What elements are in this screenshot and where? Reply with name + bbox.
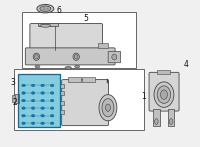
Circle shape [41, 92, 44, 94]
Ellipse shape [154, 82, 174, 107]
Bar [22, 12, 136, 68]
Circle shape [31, 84, 35, 87]
Circle shape [22, 122, 25, 125]
Ellipse shape [157, 86, 171, 103]
FancyBboxPatch shape [108, 51, 121, 63]
Bar [68, 77, 81, 81]
Circle shape [50, 107, 54, 110]
Circle shape [22, 92, 25, 94]
Circle shape [41, 107, 44, 110]
Bar [12, 95, 15, 102]
Text: 4: 4 [184, 60, 189, 69]
Ellipse shape [33, 53, 40, 60]
Ellipse shape [73, 53, 79, 60]
Ellipse shape [105, 104, 110, 111]
Bar [14, 94, 19, 103]
Circle shape [22, 99, 25, 102]
Circle shape [31, 107, 35, 110]
FancyBboxPatch shape [149, 72, 179, 111]
Circle shape [41, 114, 44, 117]
Circle shape [50, 122, 54, 125]
Bar [60, 84, 64, 88]
Ellipse shape [169, 119, 173, 125]
Text: 6: 6 [57, 6, 62, 15]
Ellipse shape [75, 65, 80, 68]
Circle shape [50, 84, 54, 87]
Circle shape [43, 9, 45, 10]
Circle shape [31, 92, 35, 94]
Bar [153, 109, 160, 126]
Ellipse shape [37, 4, 54, 13]
Circle shape [22, 114, 25, 117]
Circle shape [41, 99, 44, 102]
Ellipse shape [35, 65, 40, 68]
Bar [168, 109, 174, 126]
Circle shape [22, 107, 25, 110]
Text: 2: 2 [13, 98, 17, 107]
Circle shape [22, 84, 25, 87]
Text: 5: 5 [84, 14, 89, 23]
Bar [157, 70, 170, 74]
Circle shape [31, 99, 35, 102]
FancyBboxPatch shape [30, 24, 103, 52]
Bar [60, 91, 64, 95]
Bar [14, 69, 144, 130]
Ellipse shape [40, 24, 51, 27]
Circle shape [31, 122, 35, 125]
Text: 1: 1 [141, 92, 146, 101]
Circle shape [43, 7, 45, 9]
Bar [82, 77, 95, 81]
Ellipse shape [112, 54, 117, 60]
Ellipse shape [74, 55, 78, 59]
Text: 3: 3 [11, 78, 15, 87]
Circle shape [41, 84, 44, 87]
Bar [38, 22, 58, 26]
Circle shape [50, 114, 54, 117]
Ellipse shape [155, 119, 158, 125]
Bar [18, 74, 60, 127]
Ellipse shape [102, 99, 114, 117]
Ellipse shape [35, 55, 38, 59]
Circle shape [50, 92, 54, 94]
Ellipse shape [40, 6, 51, 11]
Bar [60, 101, 64, 105]
Ellipse shape [65, 66, 71, 70]
Ellipse shape [160, 90, 167, 99]
Circle shape [31, 114, 35, 117]
Bar [98, 43, 108, 48]
FancyBboxPatch shape [25, 48, 115, 65]
Ellipse shape [99, 95, 117, 121]
Bar [60, 110, 64, 114]
Circle shape [47, 8, 49, 9]
Circle shape [50, 99, 54, 102]
Circle shape [41, 122, 44, 125]
FancyBboxPatch shape [62, 80, 109, 126]
Bar [18, 74, 60, 127]
